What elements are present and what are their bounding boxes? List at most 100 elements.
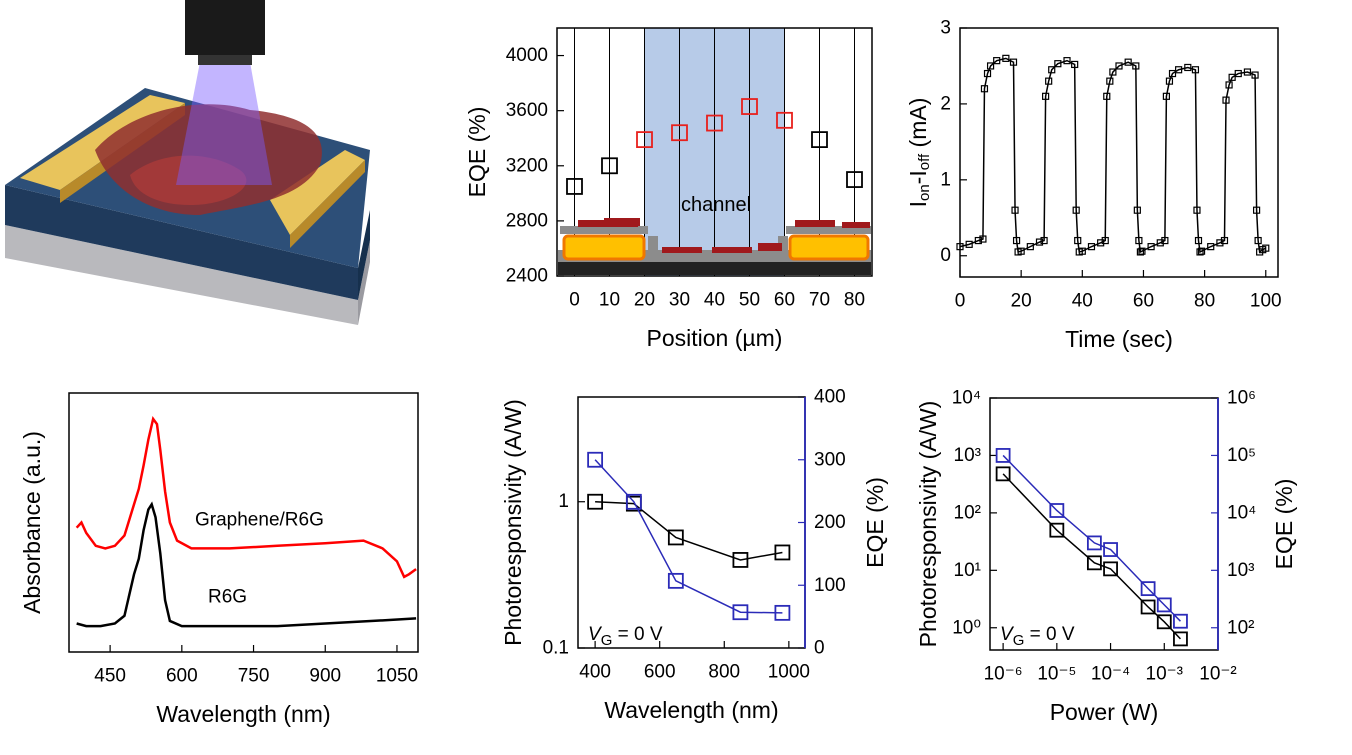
y-tick-label: 0.1 — [543, 638, 569, 659]
label-part: V — [1000, 624, 1015, 645]
marker — [1156, 614, 1172, 630]
label-part: = 0 V — [612, 624, 662, 645]
marker — [979, 235, 987, 243]
x-tick-label: 30 — [669, 290, 690, 311]
y2-tick-label: 200 — [814, 512, 846, 533]
series-line — [959, 57, 1267, 254]
y-tick-label: 1 — [940, 169, 951, 190]
marker — [974, 236, 982, 245]
marker — [671, 124, 688, 142]
annotation: channel — [681, 194, 751, 216]
marker — [995, 466, 1011, 482]
subscript: on — [916, 184, 933, 201]
marker — [566, 178, 583, 195]
y-tick-label: 1 — [558, 491, 569, 512]
marker — [667, 529, 684, 546]
marker — [993, 57, 1001, 65]
marker — [1243, 68, 1252, 76]
marker — [1042, 92, 1050, 100]
marker — [587, 451, 604, 468]
marker — [1252, 206, 1261, 214]
x-tick-label: 40 — [704, 290, 725, 311]
marker — [1132, 62, 1140, 70]
series-line — [595, 500, 783, 561]
x-axis-label: Time (sec) — [1065, 326, 1173, 352]
marker — [1207, 243, 1215, 251]
subscript: G — [1013, 632, 1025, 649]
marker — [774, 544, 791, 561]
y2-axis-label: EQE (%) — [862, 477, 888, 568]
marker — [1040, 236, 1048, 245]
x-tick-label: 400 — [579, 662, 611, 683]
marker — [1262, 244, 1270, 252]
label-part: -I — [905, 170, 931, 184]
marker — [1045, 77, 1053, 85]
marker — [1087, 243, 1096, 251]
marker — [1138, 247, 1146, 255]
marker — [995, 448, 1011, 463]
series-line — [1002, 473, 1181, 640]
y-tick-label: 4000 — [506, 45, 548, 66]
y-tick-label: 3 — [940, 18, 951, 39]
x-axis-label: Wavelength (nm) — [604, 697, 778, 723]
label-part: I — [905, 201, 931, 207]
marker — [1168, 69, 1177, 78]
marker — [956, 243, 964, 251]
marker — [1048, 66, 1056, 74]
marker — [1103, 561, 1118, 577]
label: Ion-Ioff (mA) — [905, 98, 933, 208]
marker — [1156, 597, 1172, 613]
x-axis-label: Power (W) — [1050, 699, 1159, 725]
plot-frame — [959, 27, 1279, 278]
marker — [1101, 236, 1109, 245]
marker — [1197, 247, 1206, 255]
marker — [1216, 239, 1224, 247]
x-axis-label: Wavelength (nm) — [156, 701, 330, 727]
marker — [1049, 522, 1065, 538]
x-tick-label: 60 — [774, 290, 795, 311]
marker — [1012, 236, 1021, 245]
y2-tick-label: 300 — [814, 449, 846, 470]
y2-tick-label: 10² — [1227, 617, 1254, 638]
marker — [774, 604, 791, 621]
x-axis-label: Position (µm) — [647, 325, 783, 351]
marker — [983, 69, 992, 78]
y-tick-label: 10¹ — [954, 560, 981, 581]
y-axis-label: EQE (%) — [464, 107, 490, 198]
marker — [625, 493, 642, 510]
marker — [1072, 206, 1080, 214]
x-tick-label: 1050 — [376, 666, 418, 687]
series-label: R6G — [208, 587, 247, 608]
y-tick-label: 2800 — [506, 210, 548, 231]
x-tick-label: 10⁻⁴ — [1091, 664, 1130, 685]
marker — [1140, 599, 1156, 615]
marker — [980, 85, 989, 93]
marker — [1106, 77, 1114, 85]
y-tick-label: 10⁴ — [952, 388, 981, 409]
y2-tick-label: 100 — [814, 575, 846, 596]
label-part: (mA) — [905, 98, 931, 154]
marker — [1196, 248, 1204, 256]
device-illustration — [5, 0, 370, 325]
x-tick-label: 750 — [238, 666, 270, 687]
x-tick-label: 100 — [1250, 291, 1282, 312]
marker — [986, 62, 995, 70]
y2-tick-label: 10³ — [1227, 560, 1254, 581]
marker — [1002, 54, 1010, 62]
x-tick-label: 600 — [166, 666, 198, 687]
marker — [1193, 206, 1201, 214]
marker — [1225, 81, 1233, 89]
marker — [1049, 503, 1065, 518]
x-tick-label: 10 — [599, 290, 620, 311]
x-tick-label: 900 — [309, 666, 341, 687]
marker — [1165, 77, 1174, 85]
x-tick-label: 70 — [809, 290, 830, 311]
marker — [1103, 92, 1111, 100]
plot-frame — [556, 27, 873, 277]
x-tick-label: 10⁻³ — [1146, 664, 1184, 685]
x-tick-label: 80 — [1194, 291, 1215, 312]
marker — [1009, 58, 1018, 66]
marker — [1054, 60, 1062, 68]
marker — [1103, 542, 1118, 557]
